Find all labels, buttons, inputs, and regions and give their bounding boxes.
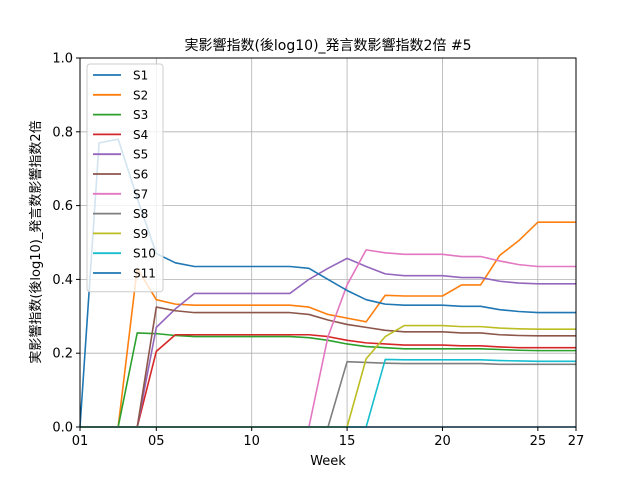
x-tick-label: 25 <box>530 434 547 449</box>
y-tick-label: 1.0 <box>52 52 73 67</box>
y-tick-label: 0.4 <box>52 273 73 288</box>
x-tick-label: 27 <box>568 434 585 449</box>
legend: S1 S2 S3 S4 S5 S6 S7 S8 S9 S10 S11 <box>86 63 164 293</box>
legend-label-s11: S11 <box>133 267 156 281</box>
y-tick-label: 0.2 <box>52 347 73 362</box>
chart-title: 実影響指数(後log10)_発言数影響指数2倍 #5 <box>184 37 471 54</box>
y-tick-label: 0.6 <box>52 199 73 214</box>
x-tick-label: 10 <box>243 434 260 449</box>
y-tick-label: 0.8 <box>52 125 73 140</box>
x-axis-label: Week <box>310 454 346 469</box>
legend-label-s10: S10 <box>133 247 156 261</box>
legend-label-s1: S1 <box>133 69 148 83</box>
series-line-s6 <box>80 306 576 428</box>
legend-label-s8: S8 <box>133 207 148 221</box>
plot-area-frame <box>79 57 577 428</box>
x-tick-label: 01 <box>72 434 89 449</box>
x-tick-label: 20 <box>434 434 451 449</box>
legend-label-s2: S2 <box>133 88 148 102</box>
legend-label-s5: S5 <box>133 148 148 162</box>
legend-label-s3: S3 <box>133 108 148 122</box>
series-line-s5 <box>80 257 576 428</box>
legend-box <box>86 63 164 293</box>
legend-label-s7: S7 <box>133 187 148 201</box>
legend-label-s6: S6 <box>133 168 148 182</box>
x-tick-label: 15 <box>339 434 356 449</box>
axis-ticks: 01 05 10 15 20 25 27 0.0 0.2 0.4 0.6 0.8 1.0 <box>52 52 584 450</box>
legend-label-s4: S4 <box>133 128 148 142</box>
legend-label-s9: S9 <box>133 227 148 241</box>
y-axis-label: 実影響指数(後log10)_発言数影響指数2倍 <box>28 120 44 363</box>
x-tick-label: 05 <box>148 434 165 449</box>
y-tick-label: 0.0 <box>52 421 73 436</box>
series-line-s2 <box>80 221 576 428</box>
